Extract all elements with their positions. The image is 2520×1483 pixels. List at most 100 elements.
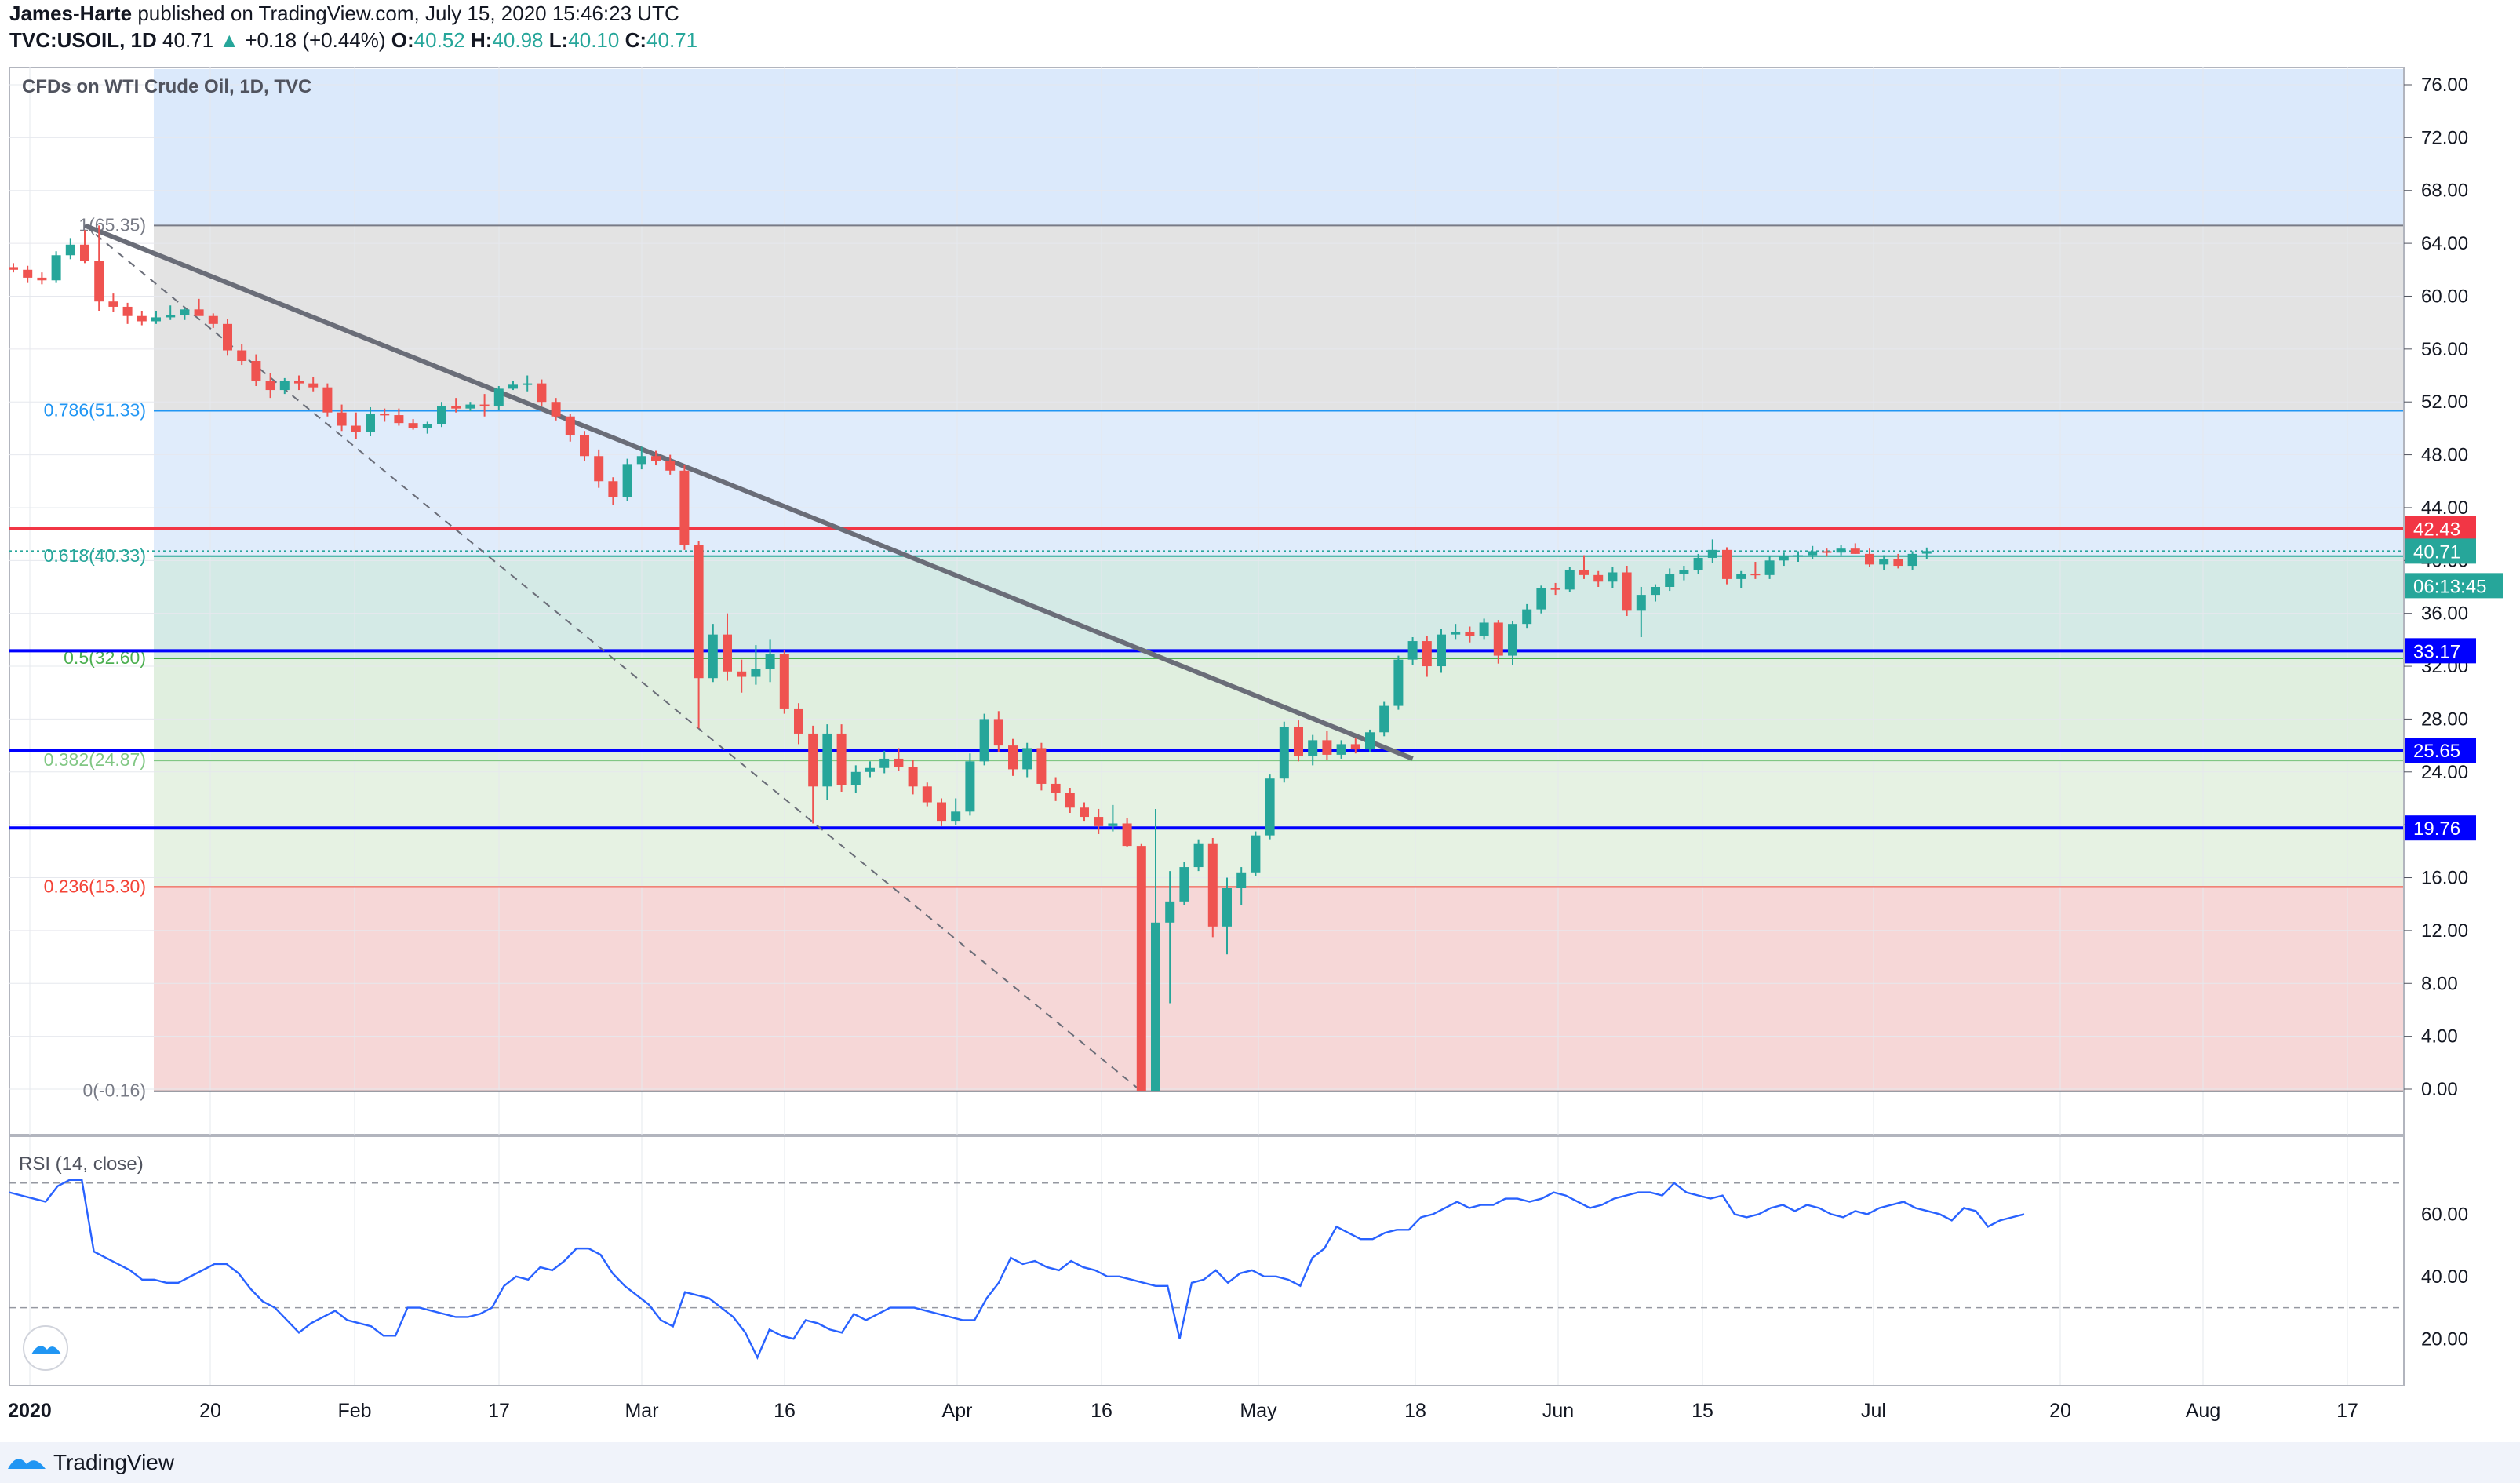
footer-bar: TradingView — [0, 1442, 2520, 1483]
candle — [1850, 548, 1860, 554]
candle — [1536, 588, 1546, 610]
time-tick-label: 2020 — [8, 1400, 52, 1422]
fib-label: 1(65.35) — [78, 214, 146, 235]
candle — [351, 425, 361, 432]
candle — [1493, 622, 1503, 656]
candle — [779, 654, 789, 709]
candle — [1550, 588, 1560, 590]
price-tick-label: 12.00 — [2421, 920, 2468, 942]
candle — [908, 767, 918, 787]
candle — [1779, 556, 1789, 561]
candle — [94, 261, 104, 302]
low-label: L: — [548, 28, 569, 52]
time-tick-label: Jun — [1542, 1400, 1574, 1422]
price-tick-label: 36.00 — [2421, 603, 2468, 625]
price-badge: 25.65 — [2413, 741, 2460, 762]
price-tick-label: 16.00 — [2421, 868, 2468, 889]
time-tick-label: 16 — [774, 1400, 796, 1422]
candle — [1750, 574, 1761, 576]
candle — [708, 634, 718, 679]
price-chart[interactable]: 1(65.35)0.786(51.33)0.618(40.33)0.5(32.6… — [0, 63, 2520, 1442]
candle — [1179, 867, 1189, 902]
grid-lines — [9, 67, 2404, 1386]
candle — [636, 456, 646, 465]
candle — [1451, 632, 1461, 635]
candle — [1508, 624, 1517, 656]
countdown-bg — [2405, 573, 2503, 599]
low-value: 40.10 — [568, 28, 620, 52]
time-tick-label: Feb — [337, 1400, 371, 1422]
price-badge-bg — [2405, 516, 2476, 541]
candle — [1265, 778, 1275, 836]
candle — [1207, 843, 1218, 927]
candle — [1065, 793, 1075, 808]
fib-zones — [9, 67, 2405, 1135]
candle — [1651, 587, 1660, 596]
candle — [1322, 740, 1332, 755]
candle — [308, 383, 319, 388]
trendlines — [83, 223, 1414, 1092]
candle — [1350, 744, 1360, 750]
candle — [1665, 574, 1675, 587]
candle — [694, 545, 704, 679]
price-tick-label: 24.00 — [2421, 762, 2468, 783]
candle — [1522, 609, 1532, 625]
last-price-badge: 40.71 — [2413, 541, 2460, 563]
publish-info: James-Harte published on TradingView.com… — [9, 2, 679, 26]
candle — [80, 244, 89, 261]
candle — [965, 761, 975, 812]
candle — [822, 733, 832, 787]
price-tick-label: 72.00 — [2421, 127, 2468, 148]
time-tick-label: 20 — [199, 1400, 221, 1422]
price-badge: 33.17 — [2413, 641, 2460, 662]
candle — [1764, 560, 1775, 575]
candle — [1808, 551, 1818, 556]
candle — [122, 306, 133, 316]
candle — [1422, 641, 1432, 667]
last-price-badge-bg — [2405, 538, 2476, 564]
close-label: C: — [625, 28, 647, 52]
candle — [1893, 559, 1903, 567]
rsi-panel — [9, 1135, 2405, 1386]
symbol-label: TVC:USOIL, 1D — [9, 28, 157, 52]
price-tick-label: 28.00 — [2421, 709, 2468, 730]
candle — [394, 415, 404, 424]
price-tick-label: 64.00 — [2421, 233, 2468, 254]
price-tick-label: 76.00 — [2421, 75, 2468, 96]
time-tick-label: 15 — [1692, 1400, 1713, 1422]
candle — [679, 470, 690, 545]
candle — [265, 381, 275, 391]
candle — [366, 414, 375, 432]
candle — [608, 481, 618, 497]
candle — [879, 758, 890, 768]
candle — [1236, 872, 1247, 888]
time-tick-label: Apr — [942, 1400, 973, 1422]
candle — [65, 244, 75, 256]
candle — [1151, 922, 1160, 1091]
price-change: +0.18 (+0.44%) — [245, 28, 386, 52]
candle — [937, 802, 946, 822]
candle — [37, 277, 47, 281]
rsi-line — [9, 1179, 2025, 1360]
candle — [508, 384, 518, 389]
candle — [180, 309, 190, 315]
candle — [1108, 823, 1118, 826]
time-tick-label: 18 — [1404, 1400, 1426, 1422]
candle — [322, 387, 333, 413]
close-value: 40.71 — [646, 28, 698, 52]
price-tick-label: 48.00 — [2421, 445, 2468, 466]
time-tick-label: 20 — [2049, 1400, 2071, 1422]
candle — [865, 767, 875, 772]
time-axis: 2020 20 Feb 17 Mar 16 Apr 16 May 18 Jun 15 Jul 20 Aug 1… — [8, 1385, 2404, 1422]
candle — [751, 669, 761, 677]
candle — [1879, 559, 1889, 565]
candle — [380, 414, 390, 416]
candle — [166, 315, 176, 318]
candle — [850, 771, 861, 785]
candle — [208, 315, 218, 324]
candle — [9, 267, 18, 270]
fib-zone — [154, 225, 2404, 411]
candle — [337, 412, 347, 426]
candle — [1122, 823, 1132, 847]
candle — [1679, 570, 1689, 574]
